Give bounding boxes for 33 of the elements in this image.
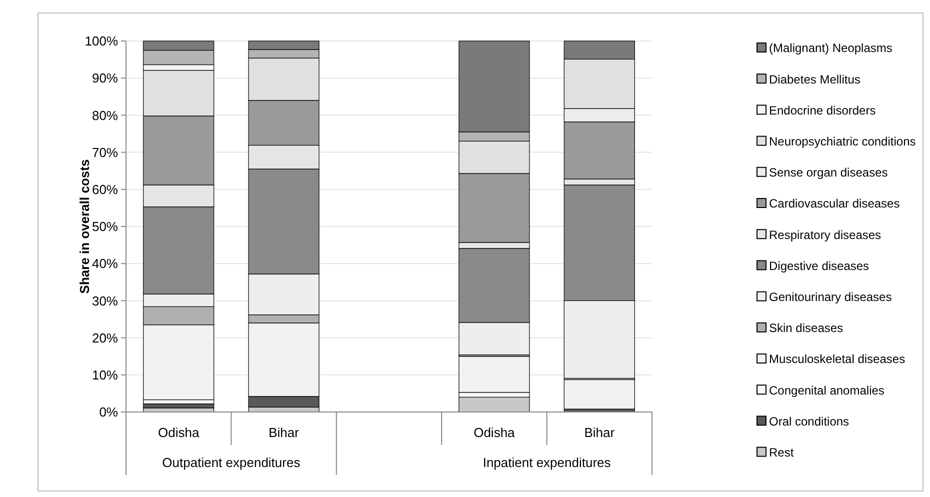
legend-label: Congenital anomalies <box>769 383 884 398</box>
legend-label: Rest <box>769 446 794 460</box>
y-axis-title: Share in overall costs <box>77 159 92 294</box>
y-tick-label: 90% <box>92 70 118 86</box>
x-tick-label: Odisha <box>474 425 516 440</box>
y-tick-label: 60% <box>92 182 118 197</box>
legend-label: Cardiovascular diseases <box>769 196 900 211</box>
y-tick-label: 100% <box>84 34 118 49</box>
x-tick-label: Bihar <box>268 425 300 440</box>
y-tick-label: 30% <box>92 293 118 308</box>
legend-label: Sense organ diseases <box>769 166 888 180</box>
x-tick-label: Bihar <box>584 425 616 440</box>
legend-label: (Malignant) Neoplasms <box>769 41 892 56</box>
y-tick-label: 80% <box>92 108 118 123</box>
legend-label: Genitourinary diseases <box>769 290 892 304</box>
legend-label: Endocrine disorders <box>769 103 876 118</box>
text: Outpatient expenditures <box>162 455 301 470</box>
legend-label: Digestive diseases <box>769 258 870 273</box>
y-tick-label: 50% <box>92 219 118 234</box>
y-tick-label: 20% <box>92 330 118 346</box>
legend-label: Respiratory diseases <box>769 228 882 242</box>
legend-label: Oral conditions <box>769 414 850 428</box>
legend-label: Musculoskeletal diseases <box>769 352 906 366</box>
legend-label: Diabetes Mellitus <box>769 72 860 86</box>
legend-label: Neuropsychiatric conditions <box>769 134 916 148</box>
legend-label: Skin diseases <box>769 321 844 336</box>
x-tick-label: Odisha <box>158 425 200 440</box>
bar <box>458 396 530 412</box>
y-tick-label: 70% <box>92 144 118 160</box>
y-tick-label: 10% <box>92 367 118 382</box>
y-tick-label: 0% <box>99 404 118 420</box>
text: Inpatient expenditures <box>482 455 612 470</box>
y-tick-label: 40% <box>92 256 118 272</box>
